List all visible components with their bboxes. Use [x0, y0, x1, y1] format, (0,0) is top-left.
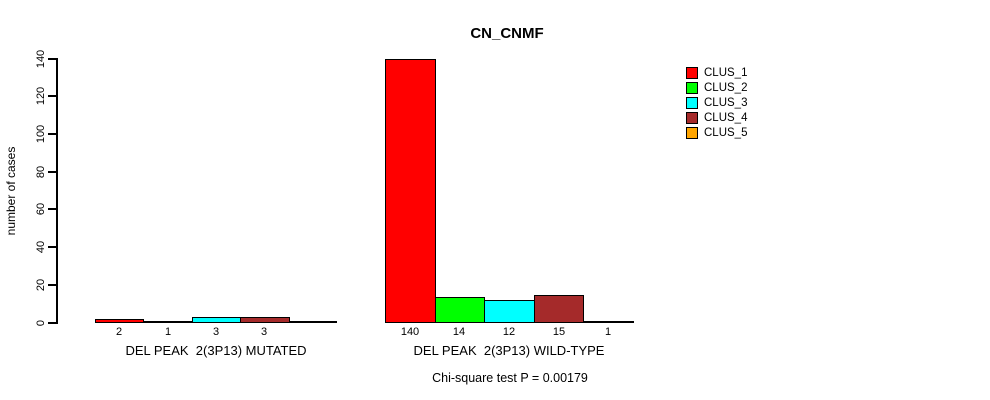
legend-row: CLUS_3	[686, 95, 747, 110]
bar-clus_4	[534, 295, 584, 323]
bar-count-label: 3	[260, 326, 268, 338]
legend-row: CLUS_5	[686, 125, 747, 140]
legend-row: CLUS_4	[686, 110, 747, 125]
bar-count-label: 15	[552, 326, 566, 338]
legend-swatch-clus_2	[686, 81, 698, 94]
bar-clus_2	[143, 321, 193, 323]
y-tick-label: 80	[35, 165, 47, 179]
y-tick-mark	[48, 95, 56, 97]
legend-label: CLUS_1	[704, 66, 748, 79]
y-tick-label: 20	[35, 278, 47, 292]
bar-clus_4	[240, 317, 290, 323]
bar-clus_5	[583, 321, 634, 323]
legend-row: CLUS_1	[686, 65, 747, 80]
y-tick-label: 100	[35, 124, 47, 144]
bar-count-label: 14	[452, 326, 466, 338]
bar-count-label: 1	[164, 326, 172, 338]
group-label-mutated: DEL PEAK 2(3P13) MUTATED	[125, 343, 307, 358]
legend-swatch-clus_1	[686, 66, 698, 79]
y-tick-mark	[48, 208, 56, 210]
y-tick-label: 120	[35, 86, 47, 106]
bar-clus_3	[192, 317, 241, 323]
y-tick-mark	[48, 133, 56, 135]
group-label-wild-type: DEL PEAK 2(3P13) WILD-TYPE	[413, 343, 605, 358]
legend: CLUS_1 CLUS_2 CLUS_3 CLUS_4 CLUS_5	[686, 65, 747, 140]
legend-swatch-clus_5	[686, 126, 698, 139]
bar-clus_1	[385, 59, 436, 323]
legend-row: CLUS_2	[686, 80, 747, 95]
bar-count-label: 2	[115, 326, 123, 338]
bar-count-label: 140	[400, 326, 420, 338]
chart-title: CN_CNMF	[470, 25, 544, 42]
bar-count-label: 12	[502, 326, 516, 338]
y-tick-label: 0	[35, 319, 47, 327]
y-tick-label: 40	[35, 240, 47, 254]
y-tick-mark	[48, 246, 56, 248]
bar-count-label: 1	[604, 326, 612, 338]
legend-swatch-clus_3	[686, 96, 698, 109]
chi-square-annotation: Chi-square test P = 0.00179	[432, 371, 588, 385]
legend-label: CLUS_3	[704, 96, 748, 109]
y-tick-mark	[48, 171, 56, 173]
bar-count-label: 3	[212, 326, 220, 338]
y-tick-mark	[48, 58, 56, 60]
y-tick-mark	[48, 322, 56, 324]
y-tick-label: 140	[35, 49, 47, 69]
bar-clus_1	[95, 319, 144, 323]
y-tick-label: 60	[35, 202, 47, 216]
legend-label: CLUS_2	[704, 81, 748, 94]
legend-swatch-clus_4	[686, 111, 698, 124]
legend-label: CLUS_5	[704, 126, 748, 139]
legend-label: CLUS_4	[704, 111, 748, 124]
y-axis-title: number of cases	[4, 146, 18, 236]
bar-clus_3	[484, 300, 535, 323]
y-axis-line	[56, 58, 58, 324]
y-tick-mark	[48, 284, 56, 286]
bar-clus_2	[435, 297, 485, 323]
